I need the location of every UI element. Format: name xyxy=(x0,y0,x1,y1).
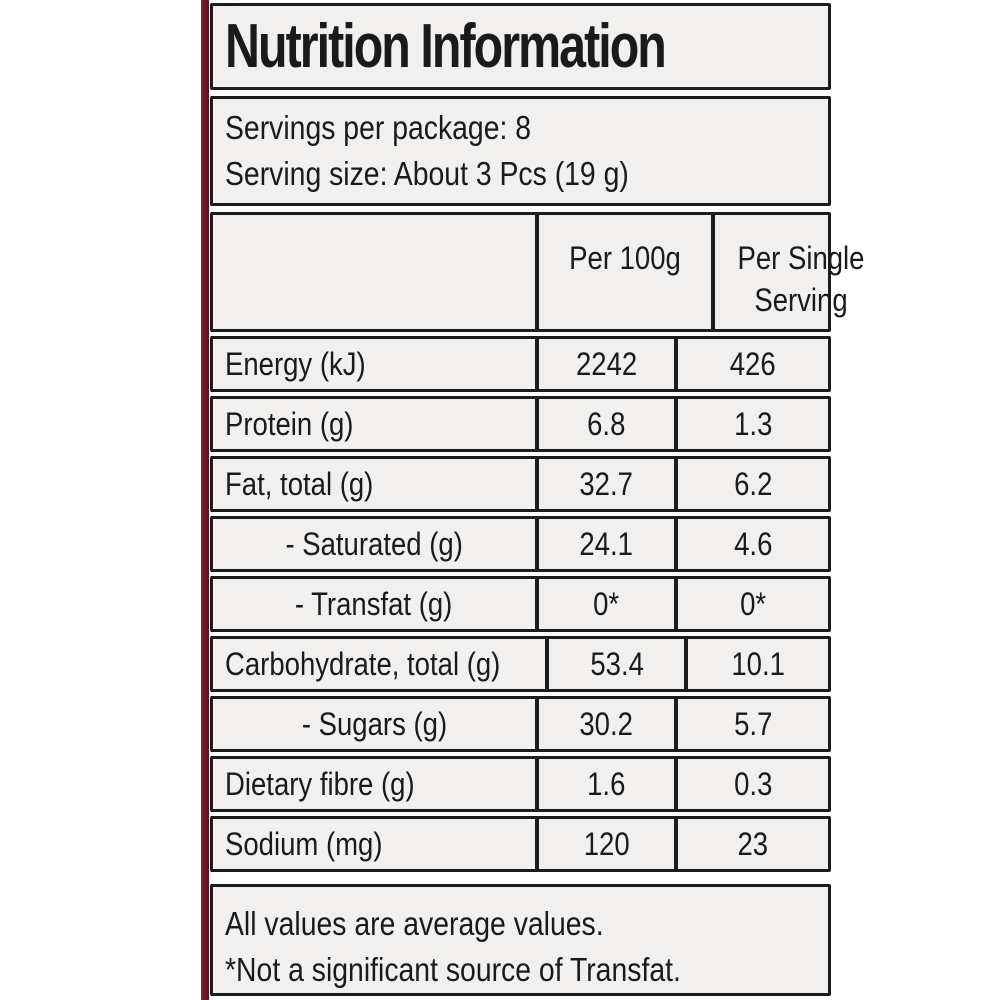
per-100g-value-cell: 6.8 xyxy=(535,399,674,449)
per-100g-value-cell: 53.4 xyxy=(545,639,684,689)
per-100g-value-cell: 120 xyxy=(535,819,674,869)
header-cell-per-serving: Per Single Serving xyxy=(711,215,887,329)
per-100g-value-cell: 30.2 xyxy=(535,699,674,749)
table-row: - Sugars (g) 30.2 5.7 xyxy=(210,696,831,752)
footnotes-box: All values are average values. *Not a si… xyxy=(210,884,831,996)
nutrient-name-cell: - Saturated (g) xyxy=(285,525,463,562)
nutrient-name-cell: Protein (g) xyxy=(225,405,354,442)
per-serving-value-cell: 0* xyxy=(674,579,828,629)
serving-info-box: Servings per package: 8 Serving size: Ab… xyxy=(210,96,831,206)
title-box: Nutrition Information xyxy=(210,3,831,90)
footnote-average-values: All values are average values. xyxy=(225,905,604,942)
per-100g-value-cell: 32.7 xyxy=(535,459,674,509)
per-100g-value-cell: 0* xyxy=(535,579,674,629)
nutrient-name-cell: - Transfat (g) xyxy=(295,585,453,622)
per-serving-value-cell: 10.1 xyxy=(684,639,828,689)
nutrient-name-cell: Dietary fibre (g) xyxy=(225,765,415,802)
per-100g-value-cell: 1.6 xyxy=(535,759,674,809)
footnote-transfat: *Not a significant source of Transfat. xyxy=(225,951,681,988)
panel-title: Nutrition Information xyxy=(225,12,667,81)
table-row: - Transfat (g) 0* 0* xyxy=(210,576,831,632)
table-row: Sodium (mg) 120 23 xyxy=(210,816,831,872)
per-serving-value-cell: 4.6 xyxy=(674,519,828,569)
table-row: Energy (kJ) 2242 426 xyxy=(210,336,831,392)
servings-per-package-line: Servings per package: 8 xyxy=(225,109,532,146)
per-serving-value-cell: 426 xyxy=(674,339,828,389)
table-row: - Saturated (g) 24.1 4.6 xyxy=(210,516,831,572)
per-serving-value-cell: 5.7 xyxy=(674,699,828,749)
table-header-row: Per 100g Per Single Serving xyxy=(210,212,864,332)
header-cell-per-100g: Per 100g xyxy=(535,215,711,329)
nutrient-name-cell: Sodium (mg) xyxy=(225,825,383,862)
header-cell-empty xyxy=(213,215,535,329)
per-100g-value-cell: 2242 xyxy=(535,339,674,389)
nutrient-name-cell: Carbohydrate, total (g) xyxy=(225,645,501,682)
table-row: Protein (g) 6.8 1.3 xyxy=(210,396,831,452)
table-row: Fat, total (g) 32.7 6.2 xyxy=(210,456,831,512)
per-serving-value-cell: 23 xyxy=(674,819,828,869)
nutrient-name-cell: - Sugars (g) xyxy=(301,705,447,742)
serving-size-line: Serving size: About 3 Pcs (19 g) xyxy=(225,155,629,192)
table-row: Dietary fibre (g) 1.6 0.3 xyxy=(210,756,831,812)
per-serving-value-cell: 6.2 xyxy=(674,459,828,509)
nutrient-name-cell: Fat, total (g) xyxy=(225,465,374,502)
package-edge-strip xyxy=(201,0,209,1000)
per-100g-value-cell: 24.1 xyxy=(535,519,674,569)
per-serving-value-cell: 1.3 xyxy=(674,399,828,449)
per-serving-value-cell: 0.3 xyxy=(674,759,828,809)
table-row: Carbohydrate, total (g) 53.4 10.1 xyxy=(210,636,831,692)
nutrient-name-cell: Energy (kJ) xyxy=(225,345,366,382)
nutrition-panel: Nutrition Information Servings per packa… xyxy=(200,0,864,1000)
